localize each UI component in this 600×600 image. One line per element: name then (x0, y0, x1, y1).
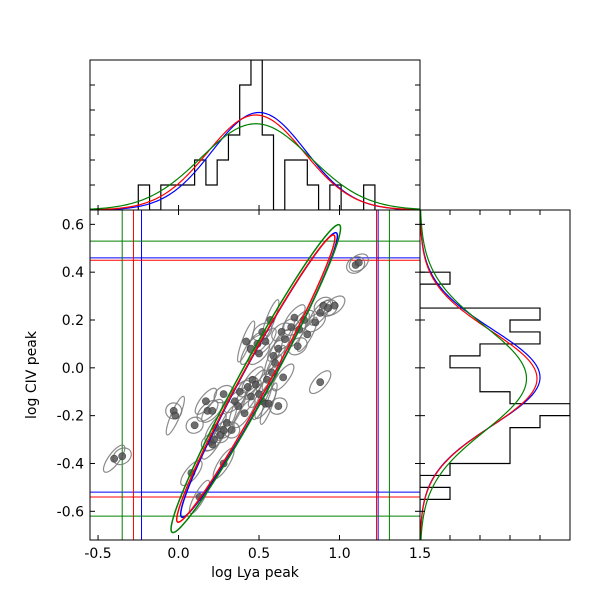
contour-ellipse-1 (175, 234, 336, 523)
x-gaussian-1 (90, 114, 420, 210)
error-ellipse-53 (308, 370, 332, 395)
top-histogram-panel (89, 59, 421, 211)
data-point-42 (290, 313, 299, 322)
error-ellipse-3 (194, 387, 218, 415)
x-gaussian-2 (90, 123, 420, 210)
error-ellipse-52 (348, 253, 369, 272)
data-point-1 (171, 411, 180, 420)
y-gaussian-2 (420, 210, 528, 540)
data-point-54 (110, 454, 119, 463)
data-point-14 (219, 390, 228, 399)
data-point-52 (354, 258, 363, 267)
data-point-45 (303, 330, 312, 339)
data-point-61 (274, 402, 283, 410)
data-point-17 (235, 387, 244, 396)
data-point-33 (255, 349, 263, 358)
error-ellipse-32 (246, 333, 269, 354)
data-point-47 (316, 308, 325, 317)
data-point-30 (242, 337, 251, 346)
data-point-60 (293, 342, 302, 351)
y-tick-label-0: -0.6 (57, 504, 84, 520)
y-tick-label-4: 0.2 (62, 313, 84, 329)
data-point-11 (219, 426, 228, 434)
error-ellipse-29 (271, 363, 295, 392)
x-tick-label-0: -0.5 (84, 546, 111, 562)
contour-ellipse-0 (179, 231, 339, 519)
data-point-41 (287, 323, 296, 332)
data-point-18 (240, 409, 249, 418)
data-point-12 (222, 418, 231, 427)
y-tick-label-3: 0.0 (62, 361, 84, 377)
error-ellipse-56 (180, 459, 203, 487)
error-ellipse-51 (346, 256, 366, 274)
x-tick-label-2: 0.5 (248, 546, 270, 562)
data-point-40 (280, 335, 289, 344)
error-ellipse-54 (102, 444, 126, 473)
error-ellipse-5 (201, 398, 224, 423)
right-histogram-panel (419, 209, 571, 541)
data-point-29 (279, 373, 288, 382)
error-ellipse-61 (269, 397, 288, 415)
data-point-49 (324, 304, 333, 312)
data-point-3 (202, 397, 210, 406)
data-point-50 (330, 301, 339, 310)
error-ellipse-45 (296, 316, 318, 352)
data-point-16 (234, 402, 242, 410)
contour-ellipse-2 (170, 223, 342, 534)
data-point-27 (264, 399, 273, 408)
data-point-37 (269, 351, 278, 360)
y-tick-label-5: 0.4 (62, 265, 84, 281)
data-point-55 (118, 452, 127, 461)
y-tick-label-6: 0.6 (62, 217, 84, 233)
data-point-46 (311, 318, 320, 327)
data-point-59 (271, 359, 280, 367)
y-histogram (420, 260, 570, 512)
error-ellipse-18 (233, 398, 256, 429)
y-tick-label-1: -0.4 (57, 456, 84, 472)
y-tick-label-2: -0.2 (57, 409, 84, 425)
main-scatter-panel: -0.5 0.0 0.5 1.0 1.5 -0.6 -0.4 -0.2 0.0 0.2 0.4 0.6 (57, 209, 431, 562)
data-point-5 (208, 406, 217, 415)
x-axis-label: log Lya peak (211, 565, 300, 581)
x-tick-label-4: 1.5 (409, 546, 431, 562)
y-gaussian-1 (420, 210, 538, 540)
data-point-22 (251, 380, 260, 389)
error-ellipse-19 (236, 376, 259, 398)
x-tick-label-1: 0.0 (167, 546, 189, 562)
error-ellipse-57 (188, 479, 211, 515)
data-point-13 (227, 426, 236, 434)
data-point-38 (274, 344, 283, 353)
x-gaussian-0 (90, 111, 420, 210)
data-point-53 (316, 378, 325, 387)
data-point-19 (243, 383, 252, 391)
data-point-2 (190, 421, 199, 430)
x-tick-label-3: 1.0 (328, 546, 350, 562)
data-point-39 (277, 328, 286, 336)
data-point-20 (247, 392, 255, 401)
error-ellipse-50 (323, 295, 346, 316)
y-axis-label: log CIV peak (24, 330, 40, 419)
